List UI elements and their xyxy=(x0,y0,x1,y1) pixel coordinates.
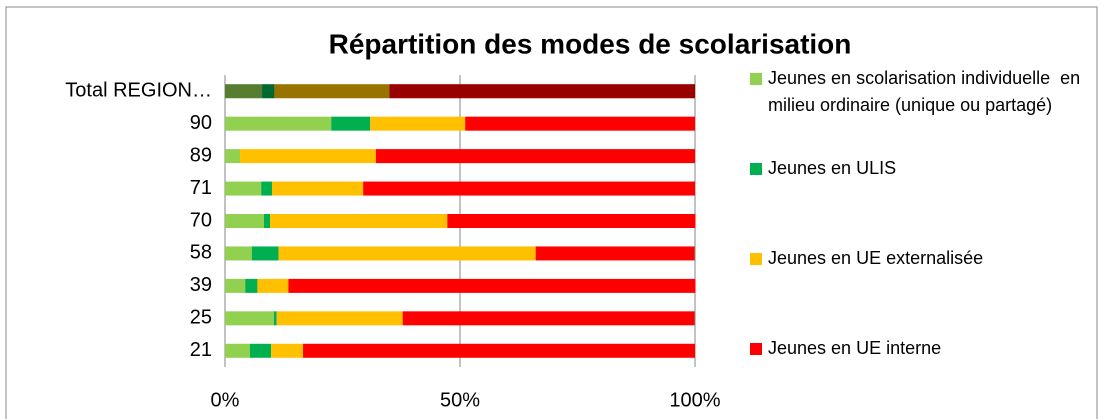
bar-segment xyxy=(303,343,695,358)
legend-label: Jeunes en ULIS xyxy=(768,158,897,178)
y-tick-label: 71 xyxy=(190,177,212,199)
bar-segment xyxy=(249,343,272,358)
legend-item: Jeunes en scolarisation individuelle en … xyxy=(750,65,1095,119)
bar-segment xyxy=(257,278,289,293)
bar-segment xyxy=(370,116,466,131)
bar-segment xyxy=(272,181,364,196)
y-tick-label: 21 xyxy=(190,339,212,361)
y-tick-label: 58 xyxy=(190,242,212,264)
bar-segment xyxy=(331,116,371,131)
legend-item: Jeunes en ULIS xyxy=(750,155,1095,182)
legend-swatch xyxy=(750,73,762,85)
bar-segment xyxy=(274,84,390,99)
bar-segment xyxy=(389,84,695,99)
bar-segment xyxy=(240,149,376,164)
bar-segment xyxy=(375,149,695,164)
bar-segment xyxy=(261,181,272,196)
bar-segment xyxy=(245,278,258,293)
legend-label: Jeunes en UE interne xyxy=(768,338,942,358)
legend-label: Jeunes en scolarisation individuelle en … xyxy=(768,68,1086,115)
chart-title: Répartition des modes de scolarisation xyxy=(329,28,852,59)
bar-segment xyxy=(402,311,695,326)
bar-segment xyxy=(273,311,277,326)
legend-item: Jeunes en UE externalisée xyxy=(750,245,1095,272)
bar-segment xyxy=(225,181,262,196)
y-tick-label: Total REGION… xyxy=(65,80,212,102)
selection-shade xyxy=(225,84,695,99)
bar-segment xyxy=(225,343,250,358)
legend-item: Jeunes en UE interne xyxy=(750,335,1095,362)
bar-segment xyxy=(535,246,695,261)
bar-segment xyxy=(225,278,246,293)
bar-segment xyxy=(262,84,275,99)
bar-segment xyxy=(278,246,536,261)
bar-segment xyxy=(225,246,252,261)
bar-segment xyxy=(225,214,265,228)
legend-label: Jeunes en UE externalisée xyxy=(768,248,984,268)
bar-segment xyxy=(276,311,403,326)
x-tick-label: 50% xyxy=(440,389,480,411)
bar-segment xyxy=(225,149,241,164)
bar-segment xyxy=(447,214,696,228)
y-tick-label: 90 xyxy=(190,112,212,134)
bar-segment xyxy=(264,214,271,228)
bar-segment xyxy=(270,214,448,228)
legend-swatch xyxy=(750,343,762,355)
bar-segment xyxy=(271,343,304,358)
x-tick-label: 0% xyxy=(211,389,240,411)
legend-swatch xyxy=(750,163,762,175)
bar-segment xyxy=(251,246,279,261)
legend-swatch xyxy=(750,253,762,265)
bar-segment xyxy=(225,311,274,326)
bar-segment xyxy=(225,84,263,99)
bar-segment xyxy=(288,278,696,293)
bar-segment xyxy=(225,116,332,131)
y-tick-label: 70 xyxy=(190,209,212,231)
bar-segment xyxy=(363,181,695,196)
x-tick-label: 100% xyxy=(669,389,720,411)
y-tick-label: 25 xyxy=(190,307,212,329)
y-tick-label: 89 xyxy=(190,144,212,166)
bar-segment xyxy=(465,116,695,131)
y-tick-label: 39 xyxy=(190,274,212,296)
